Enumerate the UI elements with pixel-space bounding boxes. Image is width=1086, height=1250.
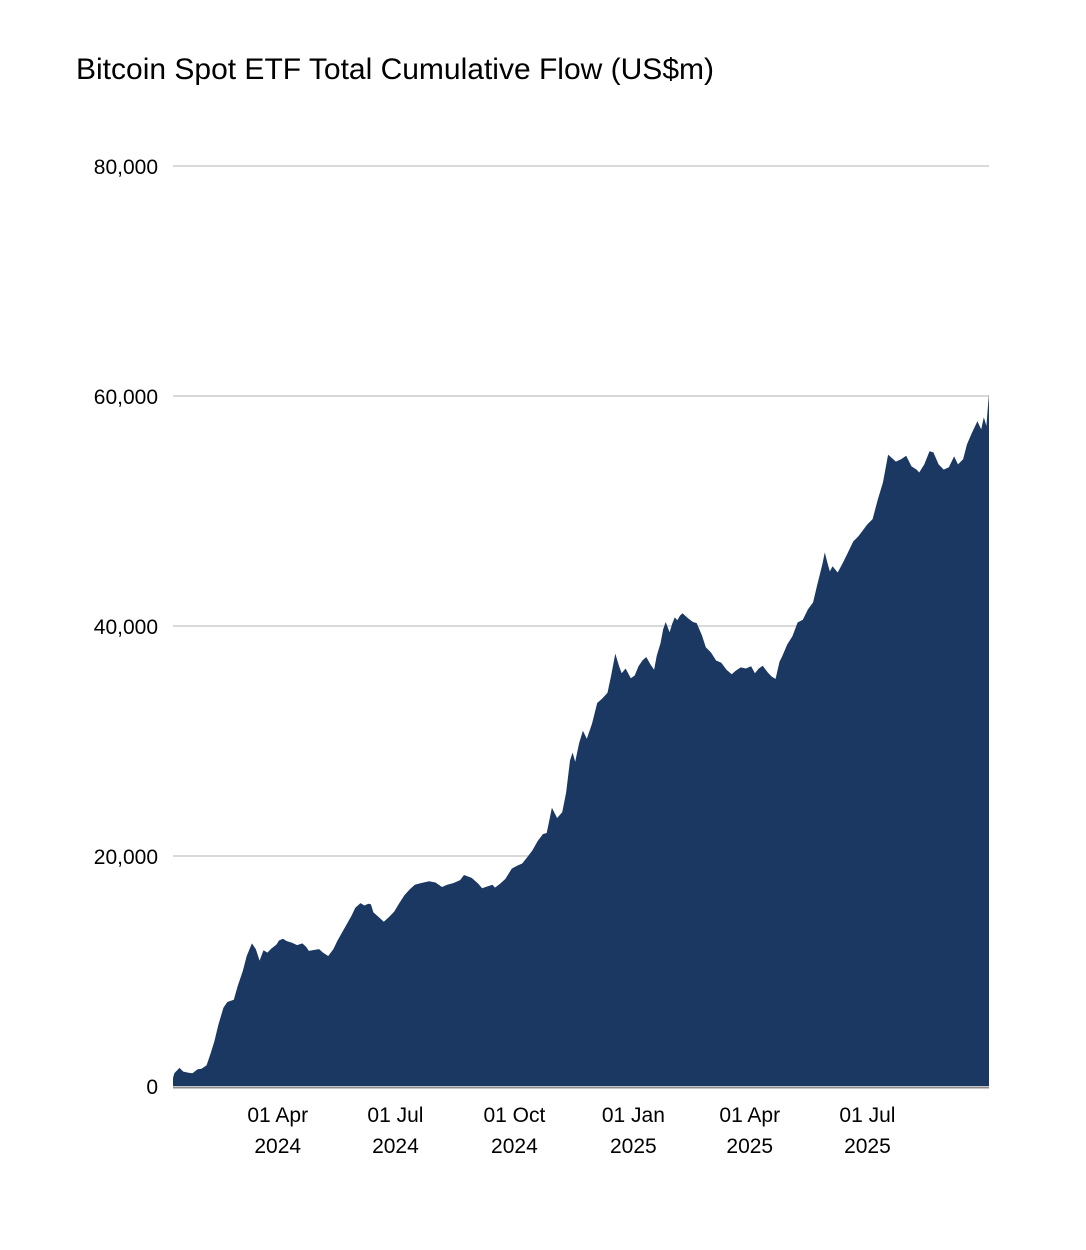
x-axis-label: 2025: [726, 1135, 773, 1158]
x-axis-label: 01 Apr: [247, 1104, 308, 1127]
x-axis-label: 01 Oct: [483, 1104, 545, 1127]
y-axis-label: 0: [146, 1076, 158, 1099]
x-axis-label: 2024: [372, 1135, 419, 1158]
x-axis-label: 2025: [610, 1135, 657, 1158]
x-axis-label: 01 Jul: [839, 1104, 895, 1127]
x-axis-label: 01 Jul: [367, 1104, 423, 1127]
area-series: [173, 393, 989, 1086]
y-axis-label: 80,000: [94, 156, 158, 179]
x-axis-label: 01 Apr: [719, 1104, 780, 1127]
chart-title: Bitcoin Spot ETF Total Cumulative Flow (…: [76, 53, 714, 86]
y-axis-label: 40,000: [94, 616, 158, 639]
x-axis-label: 2025: [844, 1135, 891, 1158]
y-axis-label: 20,000: [94, 846, 158, 869]
y-axis-label: 60,000: [94, 386, 158, 409]
x-axis-label: 2024: [491, 1135, 538, 1158]
x-axis-label: 01 Jan: [602, 1104, 665, 1127]
x-axis-label: 2024: [254, 1135, 301, 1158]
